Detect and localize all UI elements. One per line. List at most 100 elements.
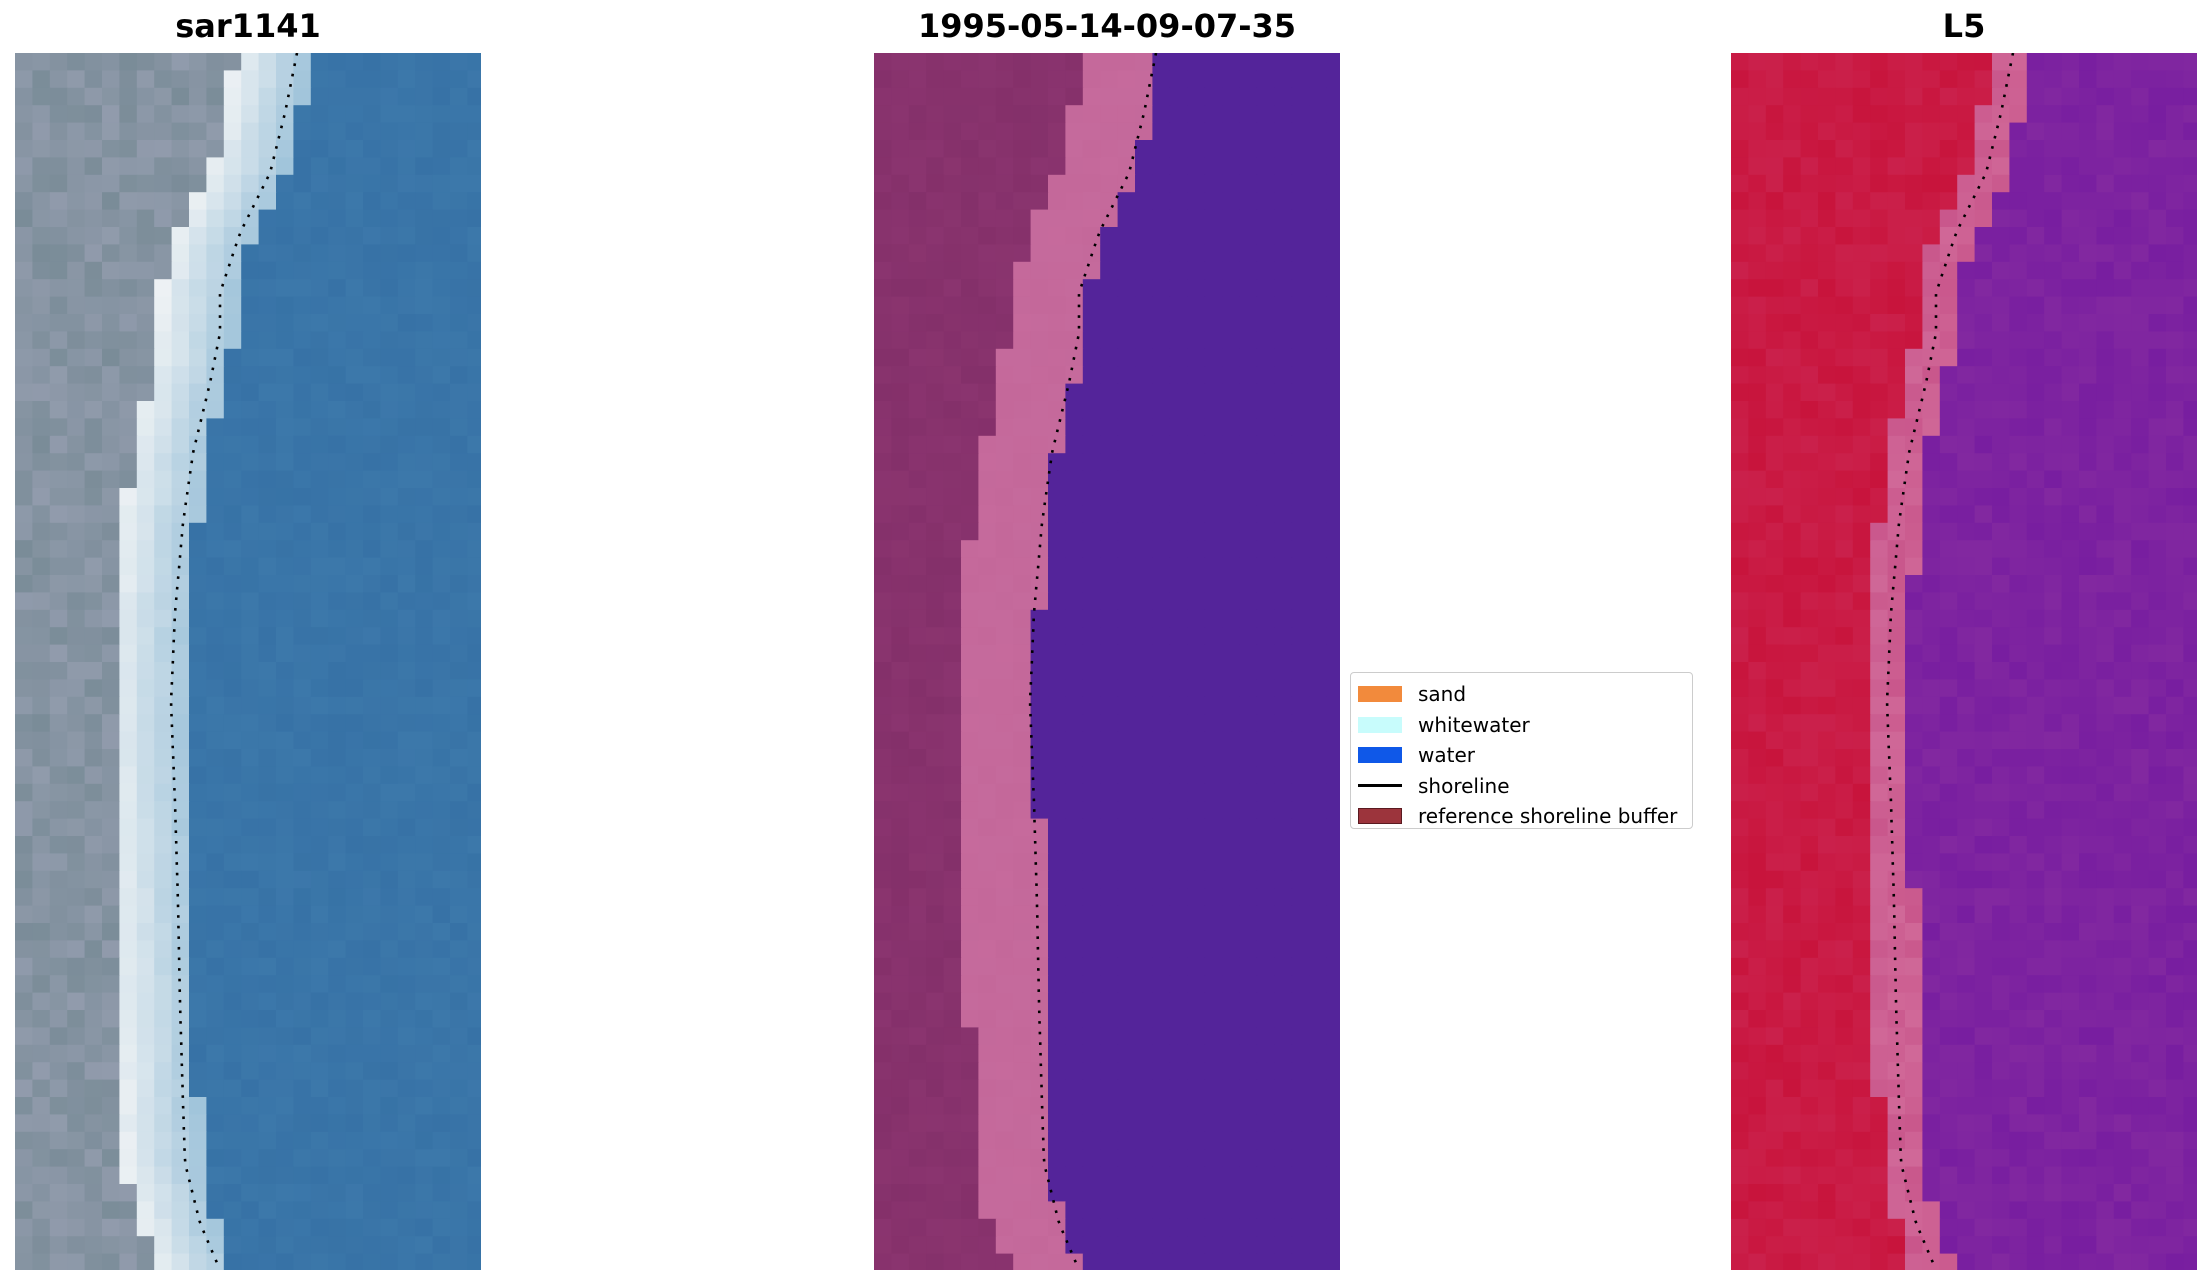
raster-pixel <box>1870 766 1889 785</box>
raster-pixel <box>2131 749 2150 767</box>
raster-pixel <box>1082 1097 1101 1115</box>
raster-pixel <box>1783 192 1802 211</box>
raster-pixel <box>1992 592 2010 611</box>
raster-pixel <box>943 662 962 680</box>
raster-pixel <box>978 244 997 263</box>
raster-pixel <box>1169 714 1188 733</box>
raster-pixel <box>1800 783 1819 802</box>
raster-pixel <box>1117 1253 1136 1270</box>
raster-pixel <box>380 696 399 715</box>
raster-pixel <box>1152 401 1171 419</box>
raster-pixel <box>1135 923 1153 941</box>
raster-pixel <box>2183 505 2197 524</box>
raster-pixel <box>1887 505 1906 524</box>
raster-pixel <box>891 209 910 228</box>
raster-pixel <box>32 905 51 924</box>
raster-pixel <box>908 801 927 820</box>
raster-pixel <box>380 592 399 611</box>
raster-pixel <box>102 853 120 872</box>
raster-pixel <box>1204 853 1223 872</box>
raster-pixel <box>1905 192 1923 211</box>
raster-pixel <box>1992 453 2010 472</box>
raster-pixel <box>276 1218 294 1237</box>
raster-pixel <box>2009 662 2028 680</box>
raster-pixel <box>310 227 329 245</box>
raster-pixel <box>380 296 399 315</box>
raster-pixel <box>1922 70 1941 89</box>
raster-pixel <box>49 888 68 907</box>
raster-pixel <box>1152 296 1171 315</box>
raster-pixel <box>1835 453 1854 472</box>
raster-pixel <box>258 836 277 854</box>
raster-pixel <box>1169 975 1188 994</box>
raster-pixel <box>1887 122 1906 141</box>
raster-pixel <box>380 314 399 332</box>
raster-pixel <box>1169 731 1188 750</box>
raster-pixel <box>1992 662 2010 680</box>
raster-pixel <box>2061 279 2080 298</box>
raster-pixel <box>415 1010 434 1028</box>
raster-pixel <box>415 401 434 419</box>
raster-pixel <box>1992 157 2010 176</box>
raster-pixel <box>1783 209 1802 228</box>
raster-pixel <box>49 174 68 193</box>
raster-pixel <box>310 609 329 628</box>
raster-pixel <box>2044 383 2063 402</box>
raster-pixel <box>293 679 312 698</box>
raster-pixel <box>67 644 86 663</box>
raster-pixel <box>874 975 892 994</box>
raster-pixel <box>1187 923 1206 941</box>
raster-pixel <box>978 957 997 976</box>
raster-pixel <box>258 644 277 663</box>
raster-pixel <box>1013 714 1032 733</box>
raster-pixel <box>961 418 979 437</box>
raster-pixel <box>293 1079 312 1098</box>
raster-pixel <box>363 836 381 854</box>
raster-pixel <box>84 1201 103 1220</box>
raster-pixel <box>258 888 277 907</box>
raster-pixel <box>276 1201 294 1220</box>
raster-pixel <box>380 1062 399 1081</box>
raster-pixel <box>1169 818 1188 837</box>
raster-pixel <box>1309 836 1327 854</box>
raster-pixel <box>154 1027 173 1046</box>
raster-pixel <box>2009 140 2028 158</box>
raster-pixel <box>1239 453 1258 472</box>
raster-pixel <box>345 1062 364 1081</box>
raster-pixel <box>1187 122 1206 141</box>
raster-pixel <box>67 783 86 802</box>
raster-pixel <box>1957 366 1976 385</box>
raster-pixel <box>310 296 329 315</box>
raster-pixel <box>926 331 945 350</box>
raster-pixel <box>1274 609 1293 628</box>
raster-pixel <box>397 836 416 854</box>
raster-pixel <box>1731 105 1749 124</box>
raster-pixel <box>1800 488 1819 506</box>
raster-pixel <box>2113 662 2132 680</box>
raster-pixel <box>432 1044 451 1063</box>
raster-pixel <box>223 609 242 628</box>
raster-pixel <box>1852 140 1871 158</box>
raster-pixel <box>1082 122 1101 141</box>
raster-pixel <box>2166 679 2184 698</box>
raster-pixel <box>15 453 33 472</box>
raster-pixel <box>995 1201 1014 1220</box>
raster-pixel <box>32 470 51 489</box>
raster-pixel <box>241 1184 260 1202</box>
raster-pixel <box>171 853 190 872</box>
raster-pixel <box>1135 766 1153 785</box>
raster-pixel <box>1922 505 1941 524</box>
raster-pixel <box>189 522 207 541</box>
raster-pixel <box>1835 801 1854 820</box>
raster-pixel <box>1818 435 1836 454</box>
raster-pixel <box>1852 366 1871 385</box>
raster-pixel <box>154 70 173 89</box>
raster-pixel <box>1835 209 1854 228</box>
raster-pixel <box>943 157 962 176</box>
raster-pixel <box>891 122 910 141</box>
raster-pixel <box>1887 331 1906 350</box>
raster-pixel <box>1748 401 1767 419</box>
raster-pixel <box>2096 627 2115 646</box>
raster-pixel <box>1204 122 1223 141</box>
raster-pixel <box>154 1010 173 1028</box>
